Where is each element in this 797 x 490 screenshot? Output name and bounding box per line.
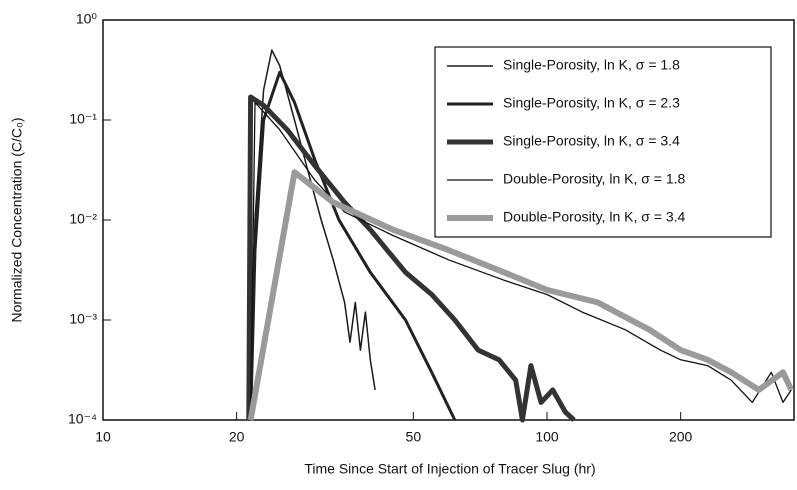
x-tick-label: 20 bbox=[229, 429, 245, 445]
x-tick-label: 10 bbox=[95, 429, 111, 445]
legend-label: Single-Porosity, ln K, σ = 2.3 bbox=[503, 95, 680, 111]
y-axis-label: Normalized Concentration (C/C₀) bbox=[9, 118, 25, 323]
legend-label: Single-Porosity, ln K, σ = 1.8 bbox=[503, 57, 680, 73]
legend-label: Double-Porosity, ln K, σ = 1.8 bbox=[503, 171, 686, 187]
x-tick-label: 200 bbox=[669, 429, 693, 445]
y-tick-label: 10⁻² bbox=[69, 211, 97, 227]
legend-label: Double-Porosity, ln K, σ = 3.4 bbox=[503, 209, 686, 225]
y-tick-label: 10⁻¹ bbox=[69, 111, 97, 127]
series-line bbox=[249, 49, 376, 421]
legend-label: Single-Porosity, ln K, σ = 3.4 bbox=[503, 133, 680, 149]
series-line bbox=[249, 70, 457, 421]
x-tick-label: 100 bbox=[535, 429, 559, 445]
series-line bbox=[246, 94, 576, 423]
series-line bbox=[247, 169, 795, 421]
y-tick-label: 10⁻⁴ bbox=[68, 411, 97, 427]
y-tick-label: 10⁰ bbox=[76, 11, 98, 27]
x-tick-label: 50 bbox=[406, 429, 422, 445]
y-tick-label: 10⁻³ bbox=[69, 311, 97, 327]
series-line bbox=[249, 101, 792, 421]
x-axis-label: Time Since Start of Injection of Tracer … bbox=[304, 461, 595, 477]
